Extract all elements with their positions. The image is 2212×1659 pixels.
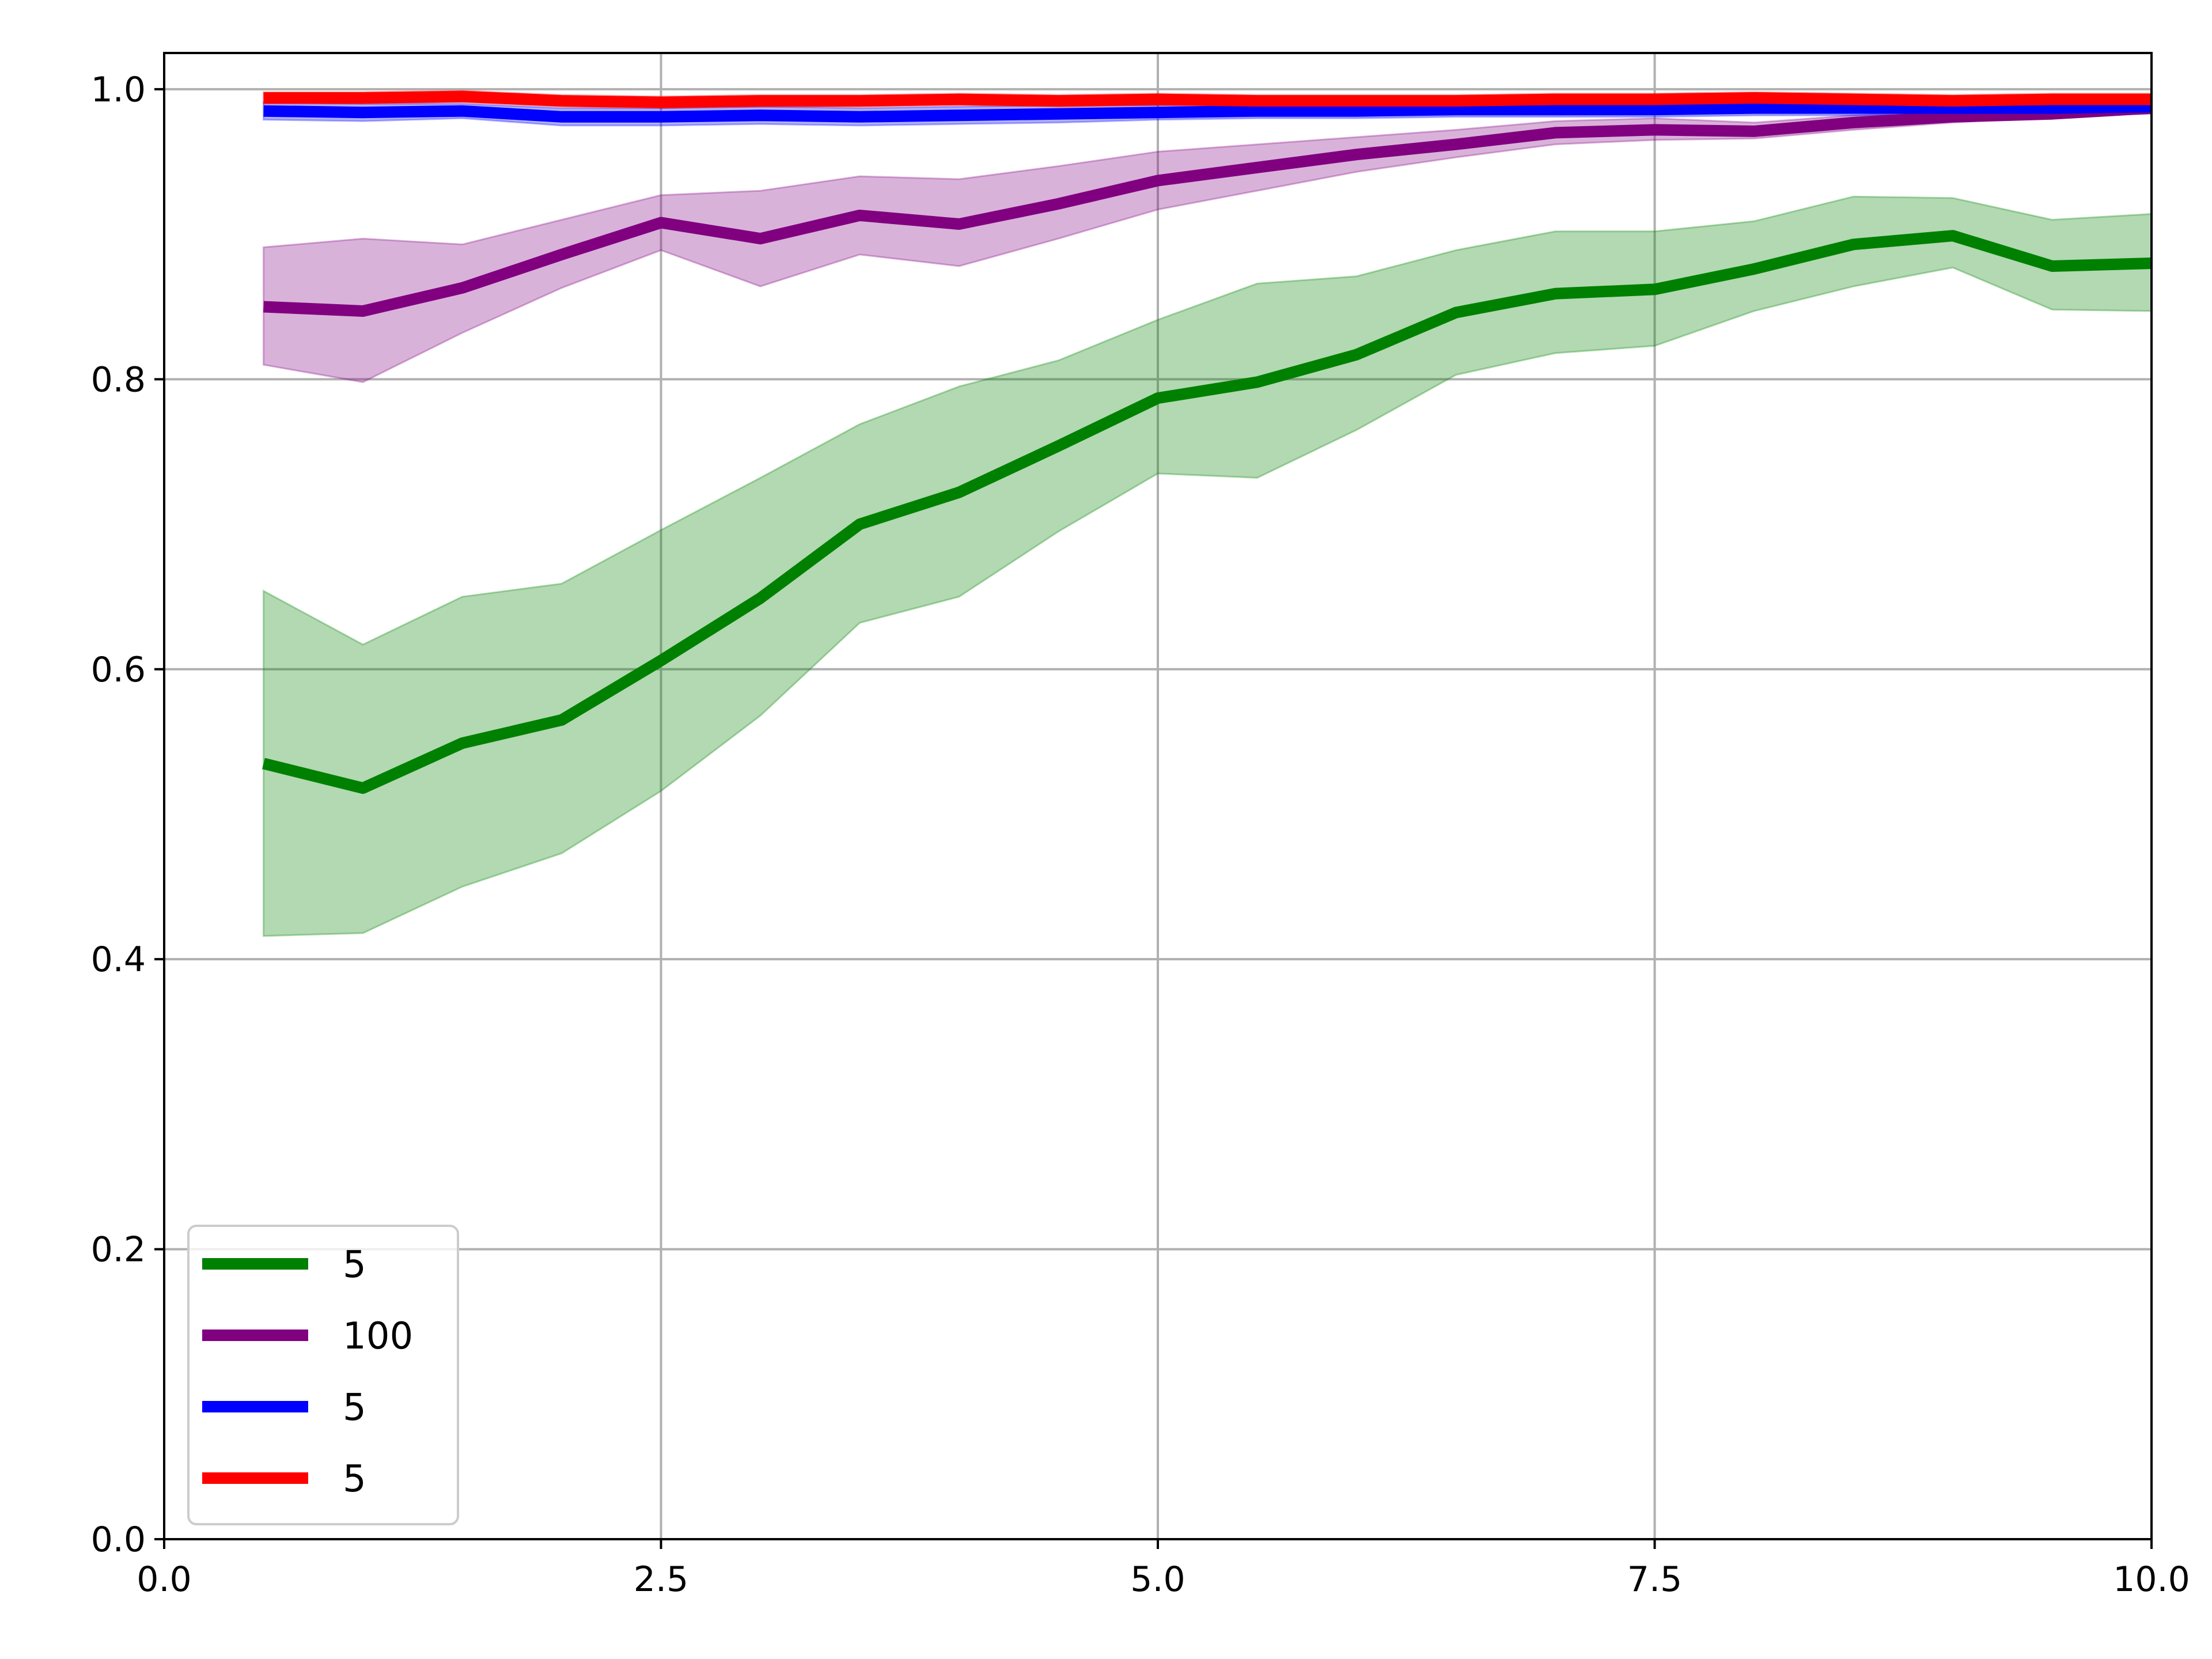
legend-label-3: 5 [343,1458,366,1501]
legend-label-1: 100 [343,1315,413,1358]
legend-box [187,1225,459,1525]
x-tick-label: 5.0 [1130,1559,1185,1600]
axes: 0.0 2.5 5.0 7.5 10.0 0.0 0.2 0.4 0.6 0.8 1.0 [91,52,2190,1600]
series-line-3 [263,90,2152,108]
y-tick-label: 1.0 [91,70,146,110]
x-tick-label: 7.5 [1627,1559,1682,1600]
legend: 5 100 5 5 [187,1225,459,1525]
y-tick-label: 0.0 [91,1520,146,1560]
x-tick-label: 0.0 [137,1559,191,1600]
series-lines [262,90,2152,794]
series-line-1 [263,102,2152,317]
series-line-0 [262,230,2152,794]
confidence-band-series-0 [263,195,2153,937]
legend-label-2: 5 [343,1387,366,1429]
confidence-bands [263,89,2153,937]
x-tick-label: 10.0 [2113,1559,2190,1600]
series-line-2 [263,101,2152,123]
y-tick-label: 0.8 [91,359,146,400]
x-tick-label: 2.5 [634,1559,688,1600]
y-tick-label: 0.2 [91,1230,146,1270]
y-tick-label: 0.4 [91,940,146,980]
legend-label-0: 5 [343,1244,366,1286]
y-tick-label: 0.6 [91,650,146,690]
